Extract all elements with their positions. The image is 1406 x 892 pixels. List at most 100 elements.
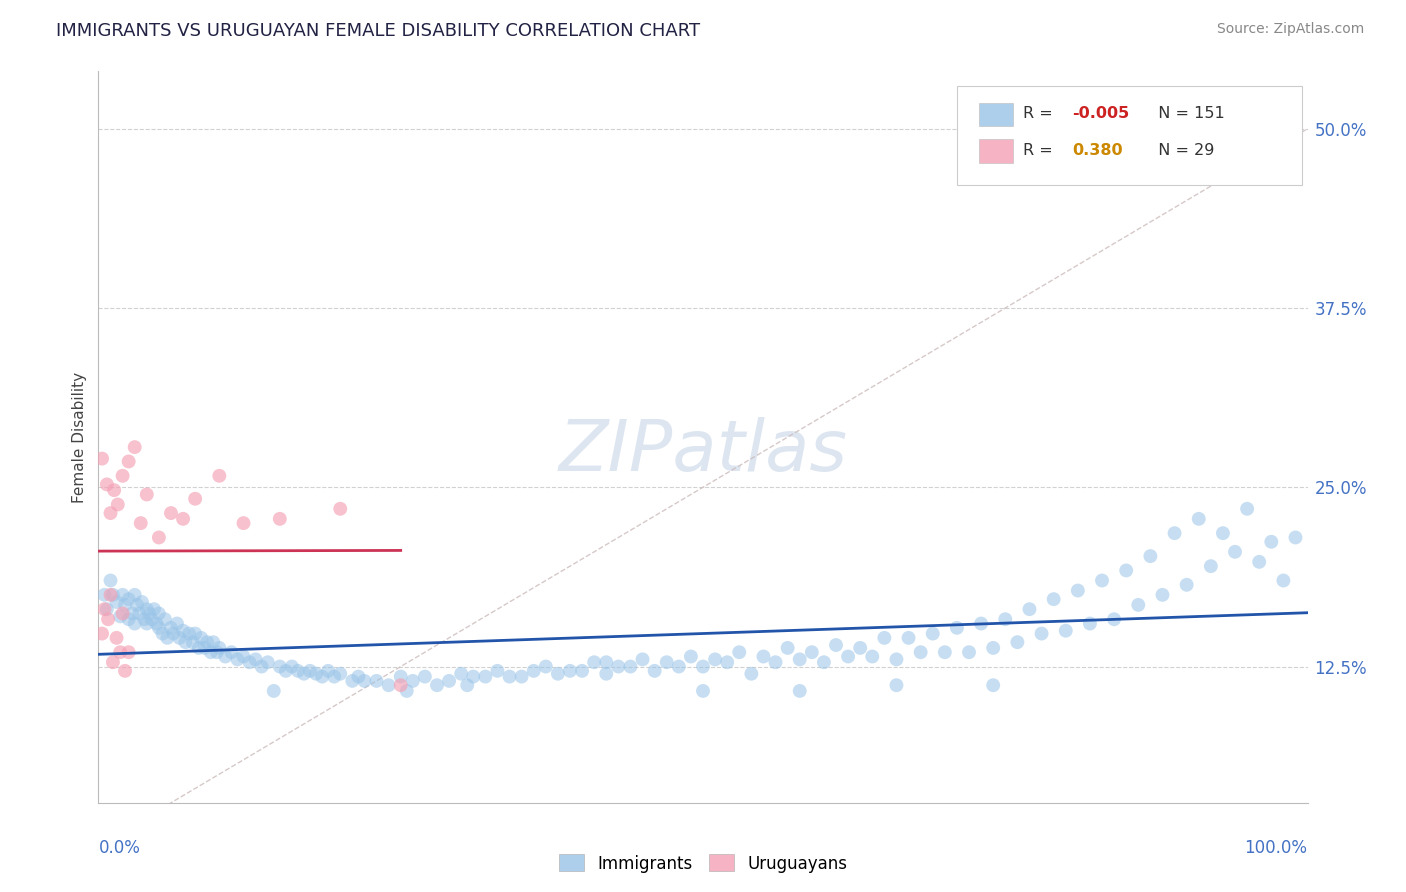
Point bbox=[93, 588, 115, 602]
Text: -0.005: -0.005 bbox=[1071, 106, 1129, 121]
Point bbox=[1188, 512, 1211, 526]
Point bbox=[1042, 592, 1064, 607]
Point bbox=[704, 652, 727, 666]
Point bbox=[463, 670, 485, 684]
Point bbox=[121, 607, 143, 621]
Text: 0.0%: 0.0% bbox=[98, 838, 141, 856]
Point bbox=[111, 607, 134, 621]
Point bbox=[523, 664, 546, 678]
Point bbox=[752, 649, 775, 664]
Point bbox=[111, 588, 134, 602]
Point bbox=[456, 678, 478, 692]
Point bbox=[679, 649, 702, 664]
Point bbox=[595, 655, 617, 669]
Point bbox=[1212, 526, 1234, 541]
Point bbox=[583, 655, 606, 669]
Point bbox=[631, 652, 654, 666]
Legend: Immigrants, Uruguayans: Immigrants, Uruguayans bbox=[553, 847, 853, 880]
Point bbox=[377, 678, 399, 692]
Point bbox=[101, 655, 124, 669]
Point bbox=[1175, 578, 1198, 592]
Point bbox=[299, 664, 322, 678]
Point bbox=[1091, 574, 1114, 588]
Point bbox=[100, 574, 122, 588]
Point bbox=[981, 640, 1004, 655]
Point bbox=[1054, 624, 1077, 638]
Point bbox=[135, 616, 157, 631]
Point bbox=[389, 670, 412, 684]
Point bbox=[1031, 626, 1053, 640]
Point bbox=[172, 624, 194, 638]
Point bbox=[156, 631, 179, 645]
Point bbox=[1223, 545, 1246, 559]
Point bbox=[595, 666, 617, 681]
Point bbox=[789, 652, 811, 666]
Point bbox=[128, 607, 150, 621]
Point bbox=[118, 592, 141, 607]
Point bbox=[100, 588, 122, 602]
Point bbox=[886, 652, 908, 666]
Point bbox=[108, 609, 131, 624]
Point bbox=[534, 659, 557, 673]
Point bbox=[547, 666, 569, 681]
Point bbox=[91, 451, 114, 466]
Point bbox=[981, 678, 1004, 692]
Point bbox=[145, 616, 167, 631]
Point bbox=[195, 635, 218, 649]
Point bbox=[366, 673, 388, 688]
Point bbox=[970, 616, 993, 631]
Point bbox=[860, 649, 883, 664]
Point bbox=[395, 684, 418, 698]
Point bbox=[571, 664, 593, 678]
Point bbox=[114, 664, 136, 678]
Point bbox=[342, 673, 364, 688]
Point bbox=[886, 678, 908, 692]
Point bbox=[172, 512, 194, 526]
Point bbox=[118, 612, 141, 626]
Text: N = 29: N = 29 bbox=[1147, 143, 1215, 158]
Text: ZIPatlas: ZIPatlas bbox=[558, 417, 848, 486]
Point bbox=[1249, 555, 1271, 569]
Point bbox=[166, 616, 188, 631]
Point bbox=[100, 506, 122, 520]
Point bbox=[765, 655, 787, 669]
Point bbox=[789, 684, 811, 698]
Point bbox=[124, 440, 146, 454]
Point bbox=[107, 498, 129, 512]
Point bbox=[184, 626, 207, 640]
Text: 0.380: 0.380 bbox=[1071, 143, 1122, 158]
Point bbox=[194, 640, 217, 655]
Point bbox=[131, 595, 153, 609]
Point bbox=[184, 491, 207, 506]
Point bbox=[426, 678, 449, 692]
Point bbox=[1199, 559, 1222, 574]
Point bbox=[389, 678, 412, 692]
Point bbox=[607, 659, 630, 673]
Point bbox=[245, 652, 267, 666]
Point bbox=[263, 684, 285, 698]
Point bbox=[108, 645, 131, 659]
Point bbox=[619, 659, 641, 673]
Point bbox=[97, 612, 120, 626]
Point bbox=[103, 483, 125, 497]
Point bbox=[837, 649, 859, 664]
Point bbox=[181, 635, 204, 649]
Text: 100.0%: 100.0% bbox=[1244, 838, 1308, 856]
Point bbox=[162, 626, 184, 640]
Point bbox=[849, 640, 872, 655]
Point bbox=[232, 516, 254, 530]
Point bbox=[1272, 574, 1295, 588]
Point bbox=[347, 670, 370, 684]
Point bbox=[498, 670, 520, 684]
Point bbox=[205, 645, 228, 659]
Point bbox=[143, 602, 166, 616]
Point bbox=[692, 684, 714, 698]
Point bbox=[269, 512, 291, 526]
Point bbox=[135, 487, 157, 501]
Point bbox=[214, 649, 236, 664]
Point bbox=[402, 673, 425, 688]
Text: R =: R = bbox=[1024, 143, 1059, 158]
Point bbox=[776, 640, 799, 655]
Point bbox=[316, 664, 339, 678]
Point bbox=[105, 595, 128, 609]
